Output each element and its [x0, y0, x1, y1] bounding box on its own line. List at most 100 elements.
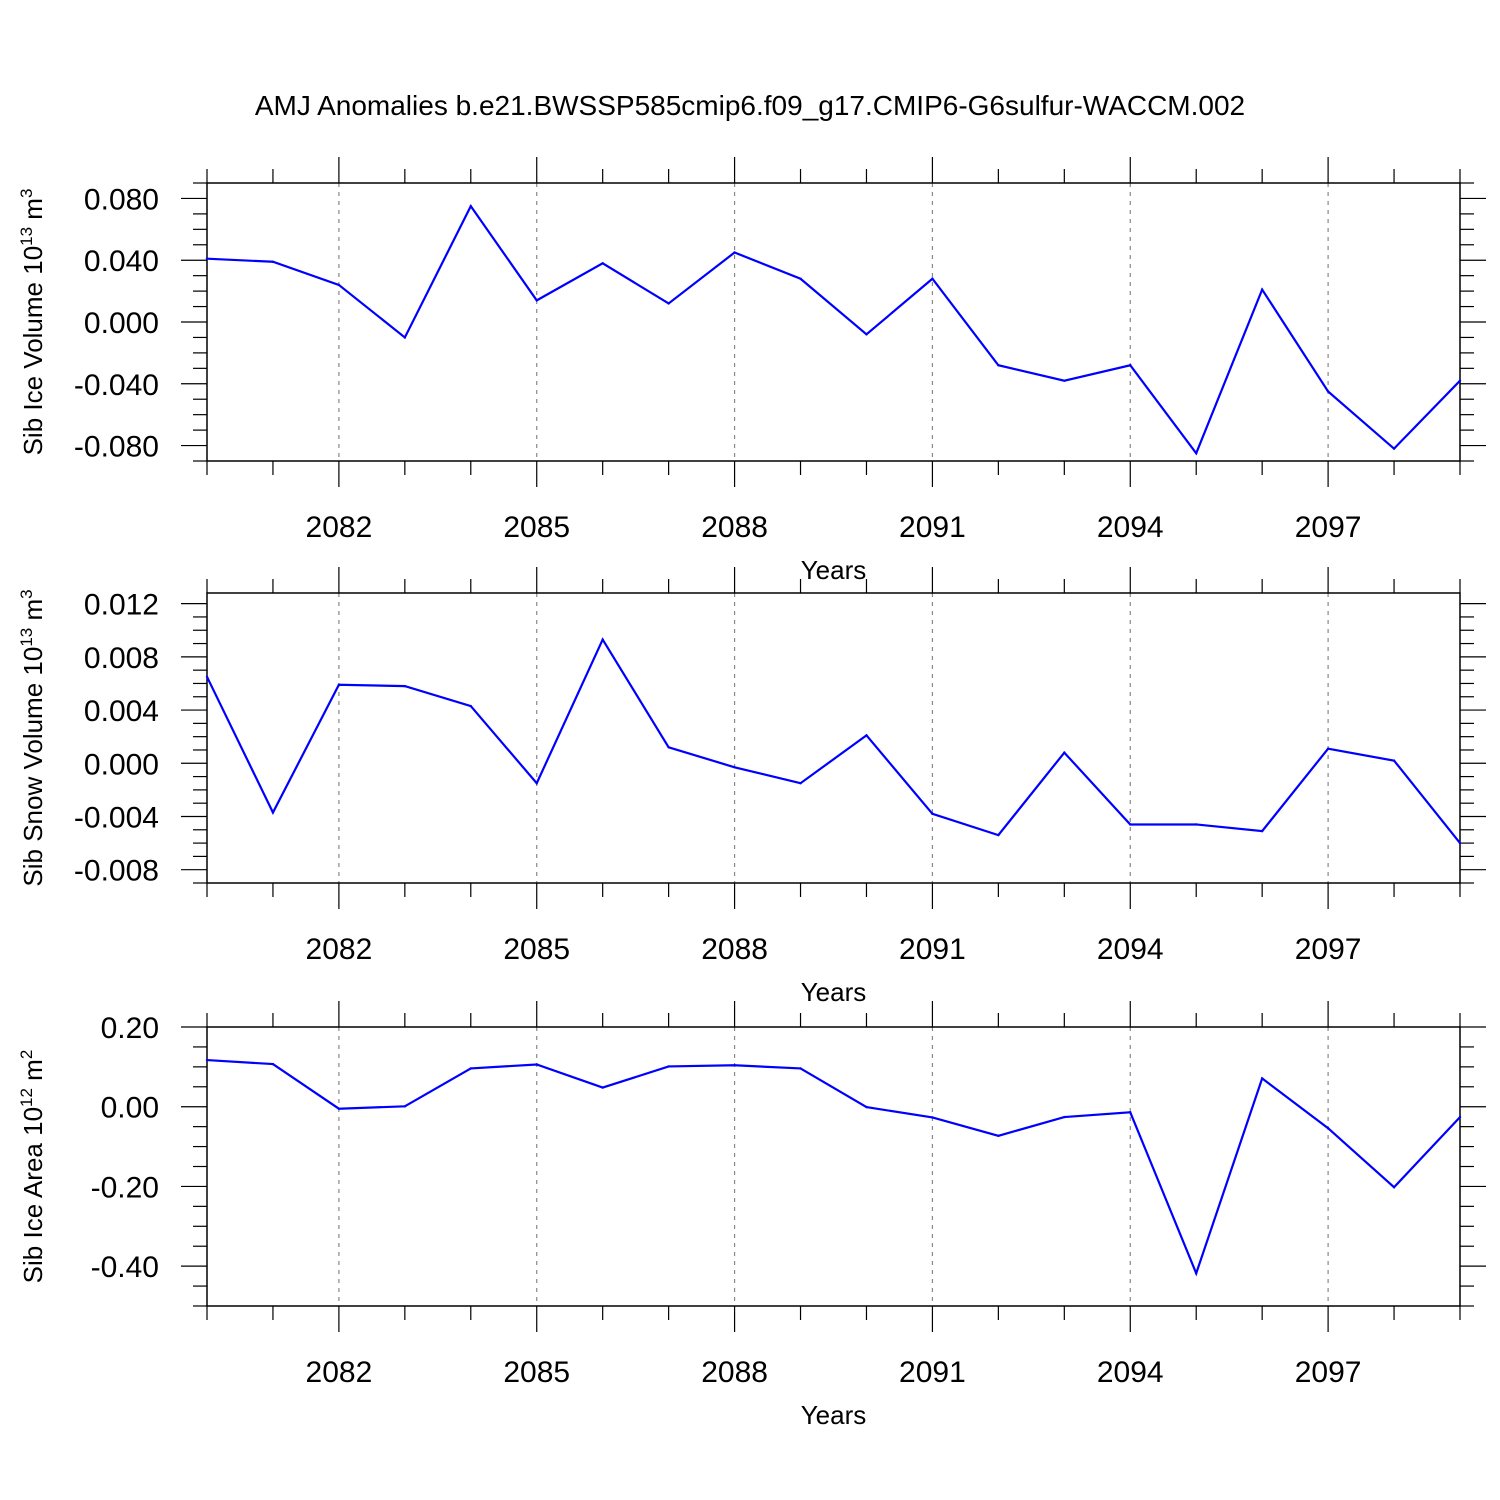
data-point: [799, 277, 802, 280]
data-point: [1392, 447, 1396, 450]
y-axis-title-unit-exponent: 3: [17, 189, 36, 198]
y-tick-label: -0.040: [74, 369, 159, 402]
data-point: [667, 1065, 670, 1068]
panel-1: 0.080 0.040 0.000 -0.040 -0.080 2082 2085 2088 2…: [17, 157, 1486, 585]
x-tick-label: 2085: [503, 933, 570, 966]
data-point: [1063, 1115, 1066, 1119]
data-point: [271, 811, 275, 814]
y-tick-label: 0.004: [84, 695, 159, 728]
x-tick-label: 2088: [701, 933, 768, 966]
y-axis-title-unit: m: [18, 599, 48, 628]
x-axis-title: Years: [801, 977, 867, 1007]
data-point: [1326, 390, 1330, 393]
panel-2: 0.012 0.008 0.004 0.000 -0.004 -0.008 2082 2085…: [17, 567, 1486, 1007]
data-point: [799, 782, 802, 785]
data-point: [601, 262, 604, 265]
data-point: [1129, 823, 1132, 826]
data-point: [1326, 1127, 1330, 1130]
data-point: [1458, 1115, 1462, 1119]
y-tick-label: 0.00: [101, 1092, 159, 1125]
y-axis-title: Sib Snow Volume 1013 m3: [17, 589, 48, 886]
data-point: [997, 364, 1000, 367]
y-tick-label: 0.012: [84, 589, 159, 622]
y-tick-label: 0.20: [101, 1012, 159, 1045]
data-point: [469, 1067, 472, 1070]
y-tick-label: 0.080: [84, 183, 159, 216]
data-point: [535, 299, 538, 302]
x-tick-label: 2094: [1097, 511, 1164, 544]
y-axis-title-base: Sib Ice Area 10: [18, 1107, 48, 1283]
x-tick-label: 2085: [503, 511, 570, 544]
data-point: [271, 1062, 275, 1066]
data-point: [931, 277, 934, 280]
data-point: [1129, 1111, 1132, 1114]
y-axis-title-exponent: 13: [17, 628, 36, 647]
y-tick-label: 0.000: [84, 307, 159, 340]
x-axis-title: Years: [801, 1400, 867, 1430]
series-line: [206, 1058, 1461, 1277]
data-point: [337, 1107, 341, 1110]
y-axis-title-exponent: 12: [17, 1088, 36, 1107]
x-tick-label: 2094: [1097, 1356, 1164, 1389]
data-point: [337, 283, 341, 287]
panel-3: 0.20 0.00 -0.20 -0.40 2082 2085 2088 2091 2094 20…: [17, 1001, 1486, 1430]
series-line: [206, 204, 1461, 456]
x-tick-label: 2091: [899, 1356, 966, 1389]
data-point: [799, 1067, 802, 1070]
x-tick-label: 2082: [306, 933, 373, 966]
x-tick-label: 2088: [701, 1356, 768, 1389]
data-point: [403, 684, 407, 688]
data-point: [1260, 829, 1264, 833]
data-point: [1458, 379, 1462, 382]
x-axis-title: Years: [801, 555, 867, 585]
data-point: [997, 833, 1000, 837]
x-tick-label: 2097: [1295, 511, 1362, 544]
data-point: [1129, 364, 1132, 367]
y-tick-label: 0.000: [84, 748, 159, 781]
data-point: [337, 683, 341, 686]
data-point: [205, 257, 209, 260]
x-tick-label: 2097: [1295, 933, 1362, 966]
data-point: [1063, 751, 1066, 754]
data-point: [205, 1058, 209, 1062]
x-tick-label: 2088: [701, 511, 768, 544]
data-point: [1326, 747, 1330, 750]
y-tick-label: -0.004: [74, 801, 159, 834]
data-point: [733, 766, 736, 769]
data-point: [601, 1086, 604, 1089]
x-tick-label: 2082: [306, 1356, 373, 1389]
y-axis-title-unit-exponent: 2: [17, 1050, 36, 1059]
y-axis-title-unit: m: [18, 198, 48, 227]
data-point: [1392, 1186, 1396, 1189]
data-point: [469, 204, 472, 208]
chart-title: AMJ Anomalies b.e21.BWSSP585cmip6.f09_g1…: [254, 90, 1246, 121]
y-tick-label: -0.080: [74, 431, 159, 464]
plot-frame: [206, 182, 1461, 462]
x-tick-label: 2091: [899, 933, 966, 966]
y-axis-title-base: Sib Snow Volume 10: [18, 647, 48, 887]
data-point: [865, 1105, 868, 1109]
y-axis-title-exponent: 13: [17, 227, 36, 246]
y-axis-title-base: Sib Ice Volume 10: [18, 246, 48, 456]
data-point: [403, 1105, 407, 1108]
data-point: [1458, 841, 1462, 845]
data-point: [733, 251, 736, 254]
x-tick-label: 2082: [306, 511, 373, 544]
data-point: [997, 1134, 1000, 1138]
data-point: [469, 704, 472, 708]
data-point: [865, 734, 868, 737]
y-axis-title-unit-exponent: 3: [17, 589, 36, 598]
series-line: [206, 637, 1461, 844]
y-tick-label: -0.40: [91, 1251, 159, 1284]
data-point: [733, 1064, 736, 1067]
y-axis-title: Sib Ice Volume 1013 m3: [17, 189, 48, 456]
data-point: [1195, 1272, 1198, 1275]
data-point: [667, 302, 670, 305]
plot-frame: [206, 1026, 1461, 1307]
data-point: [205, 675, 209, 679]
data-point: [403, 336, 407, 339]
y-tick-label: -0.20: [91, 1171, 159, 1204]
y-tick-label: 0.008: [84, 642, 159, 675]
data-point: [535, 782, 538, 785]
